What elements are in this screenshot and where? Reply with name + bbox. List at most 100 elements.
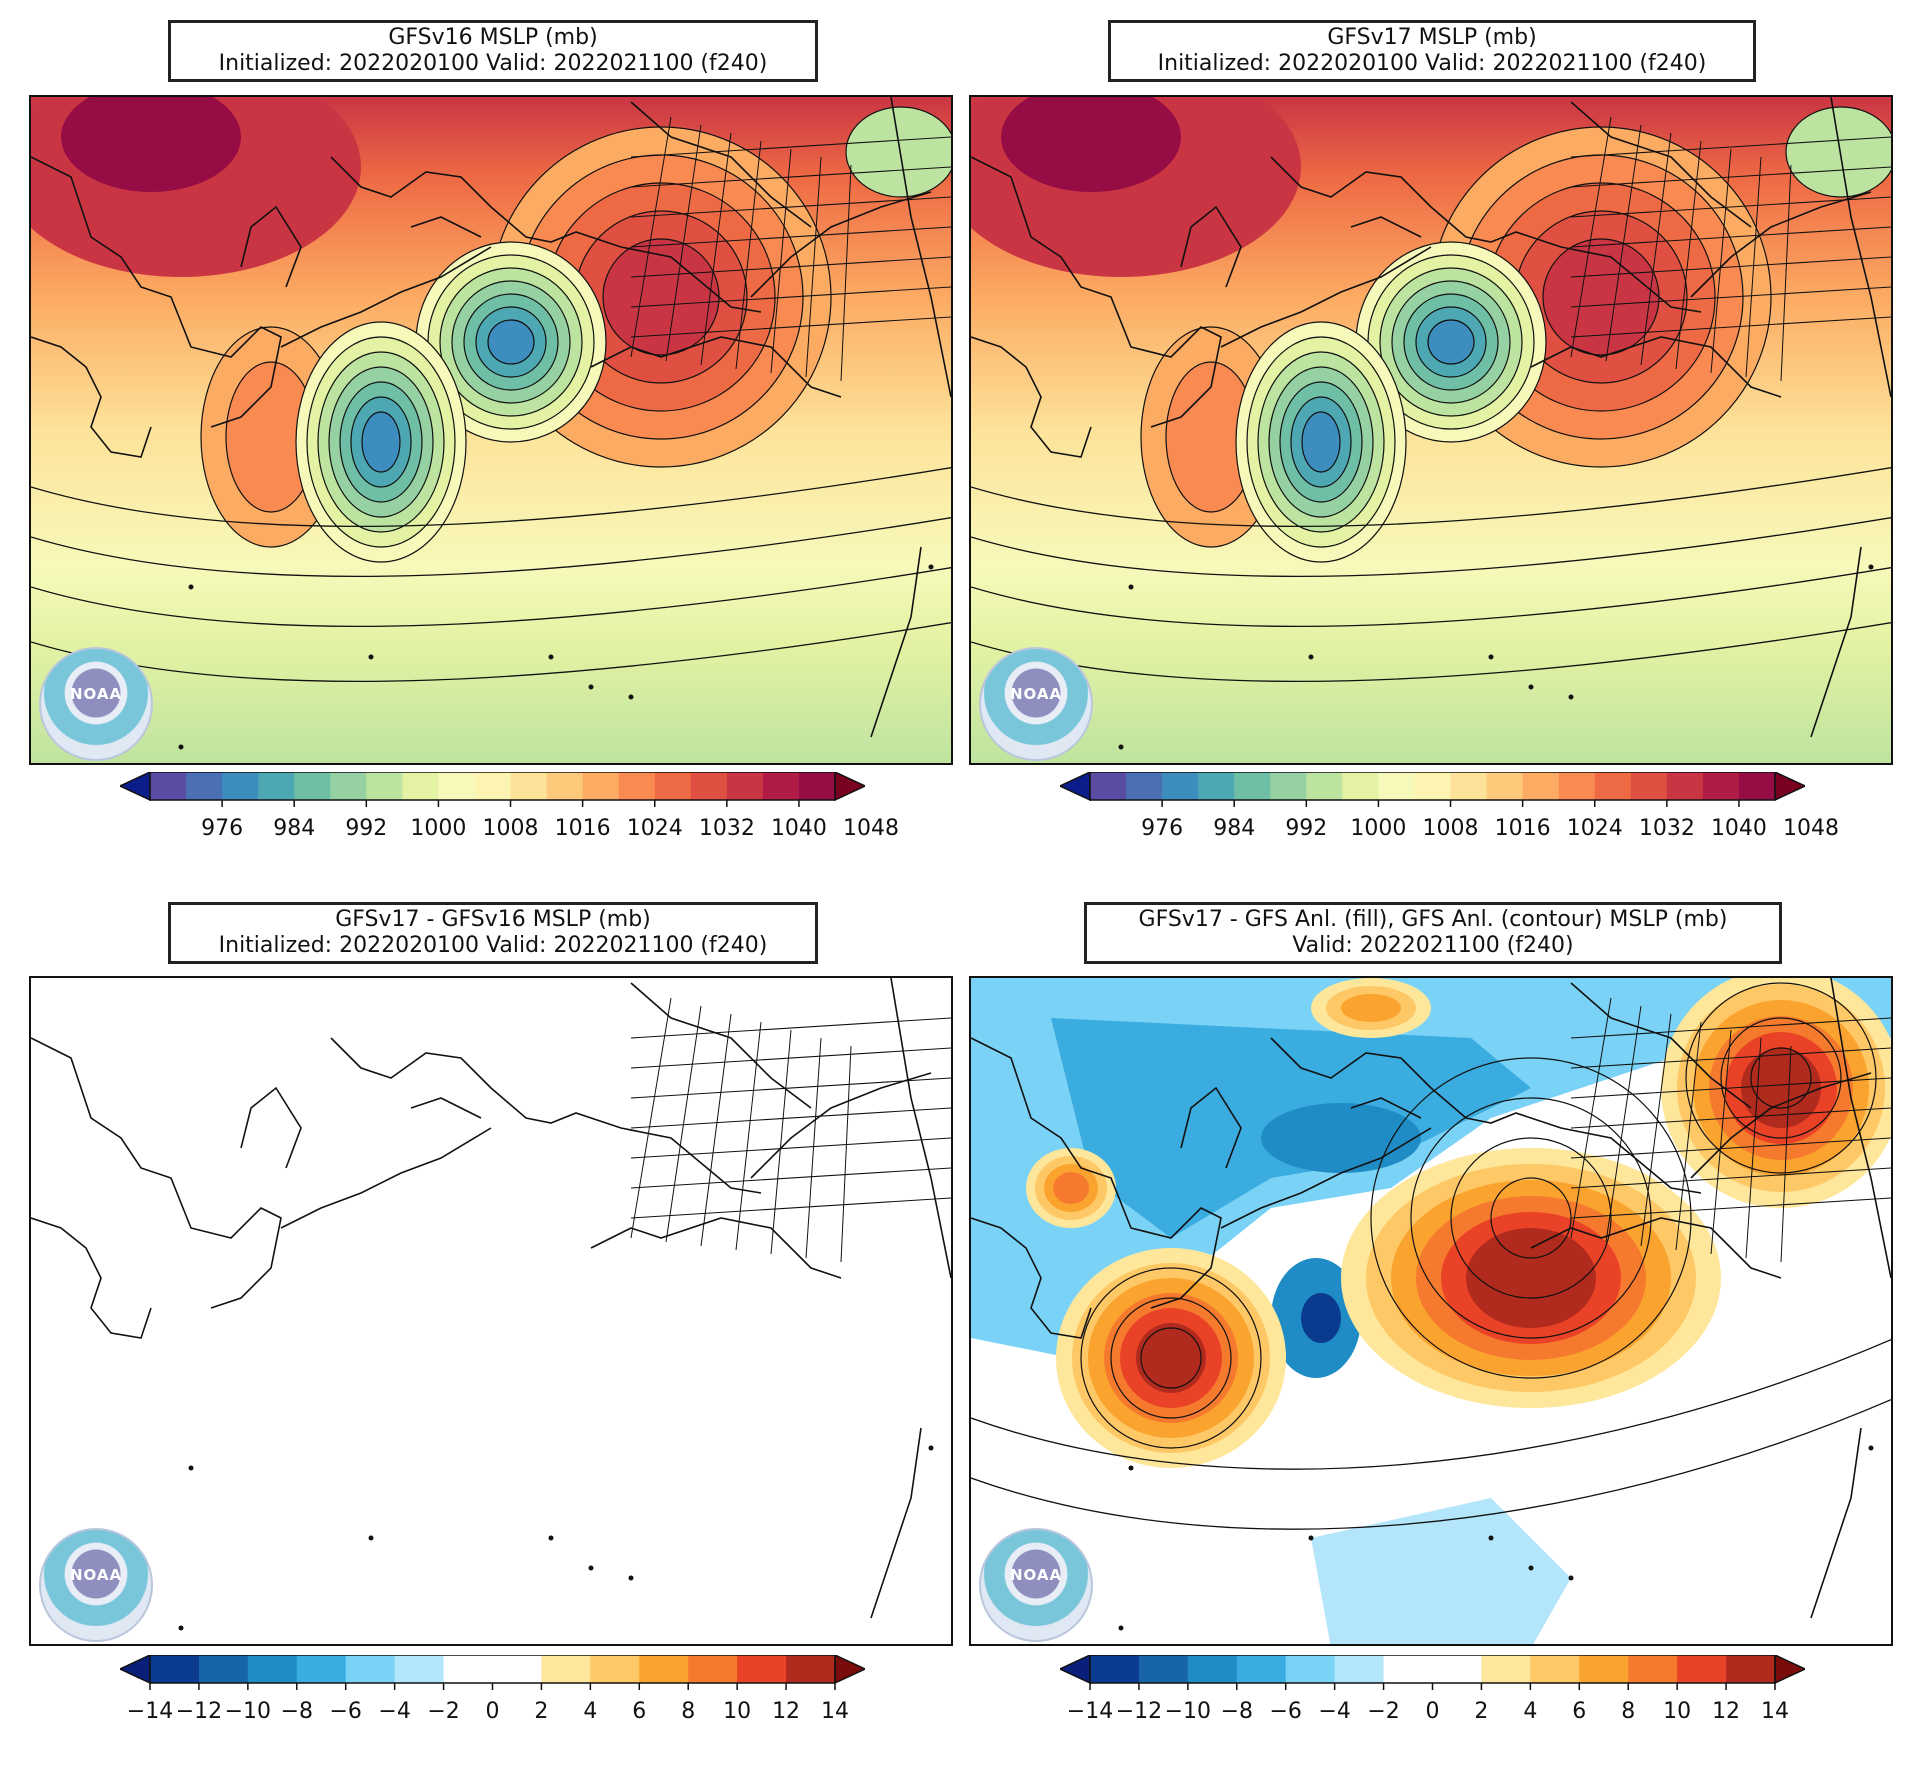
boundary-line (700, 132, 732, 366)
coast-segment (1270, 156, 1702, 313)
island (628, 1575, 634, 1581)
boundary-line (665, 124, 702, 362)
boundary-line (1570, 1107, 1891, 1129)
colorbar-segment (1198, 772, 1235, 800)
coast-segment (971, 1217, 1092, 1339)
low-pressure-contour (487, 319, 535, 365)
coast-segment (750, 1072, 932, 1179)
colorbar-segment (639, 1655, 689, 1683)
low-pressure-contour (1301, 411, 1341, 473)
colorbar-segment (1726, 1655, 1776, 1683)
boundary-line (1675, 1021, 1702, 1251)
coast-segment (1180, 1086, 1242, 1169)
boundary-line (1570, 1137, 1891, 1159)
coast-segment (1810, 1427, 1862, 1619)
colorbar-tick-label: −14 (126, 1699, 174, 1724)
colorbar-segment (798, 772, 836, 800)
boundary-line (1570, 1197, 1891, 1219)
colorbar-tick-label: 0 (1425, 1699, 1440, 1724)
colorbar-segment (1481, 1655, 1531, 1683)
boundary-line (630, 1197, 951, 1219)
colorbar-tick-label: 1032 (1638, 816, 1695, 841)
boundary-line (630, 166, 951, 188)
island (1118, 744, 1124, 750)
colorbar-segment (1450, 772, 1488, 800)
colorbar-min-extension (1058, 1653, 1091, 1685)
colorbar-segment (443, 1655, 493, 1683)
coast-segment (1270, 1037, 1702, 1194)
high-pressure-contour (602, 238, 720, 356)
boundary-line (630, 196, 951, 218)
colorbar-segment (1234, 772, 1271, 800)
island (1118, 1625, 1124, 1631)
boundary-line (1570, 136, 1891, 158)
map-gfsv17-mslp: NOAA (969, 95, 1893, 765)
coast-segment (1690, 191, 1872, 298)
boundary-line (1570, 1017, 1891, 1039)
political-boundaries (1570, 997, 1891, 1263)
colorbar-segment (1126, 772, 1163, 800)
colorbar-segment (1432, 1655, 1482, 1683)
island (1488, 1535, 1494, 1541)
coast-segment (1530, 1217, 1782, 1279)
colorbar-segment (654, 772, 692, 800)
coastlines (971, 97, 1891, 738)
colorbar-tick-label: 1000 (1350, 816, 1407, 841)
noaa-logo-icon: NOAA (979, 1528, 1093, 1642)
boundary-line (1605, 124, 1642, 362)
colorbar-strip (118, 1653, 867, 1690)
boundary-line (630, 1047, 951, 1069)
island (1528, 684, 1534, 690)
colorbar-segment (1486, 772, 1524, 800)
negative-anomaly-core (1301, 1293, 1341, 1343)
boundary-line (630, 256, 951, 278)
boundary-line (630, 136, 951, 158)
coast-segment (280, 246, 492, 348)
boundary-line (1570, 256, 1891, 278)
coastlines (971, 978, 1891, 1619)
colorbar-segment (1630, 772, 1668, 800)
analysis-contour (1720, 1017, 1842, 1139)
boundary-line (630, 997, 672, 1239)
colorbar-min-extension (118, 770, 151, 802)
colorbar-mslp-top-left: 976 984 992 1000 1008 1016 1024 1032 1040 1048 (118, 770, 899, 862)
map-gfsv16-mslp: NOAA (29, 95, 953, 765)
colorbar-tick-label: −8 (280, 1699, 313, 1724)
analysis-contour (971, 1338, 1891, 1470)
colorbar-max-extension (834, 1653, 867, 1685)
low-pressure-contour (845, 106, 951, 198)
boundary-line (735, 1021, 762, 1251)
analysis-contour (1080, 1267, 1262, 1449)
colorbar-segment (1383, 1655, 1433, 1683)
isobar (31, 566, 951, 628)
colorbar-segment (590, 1655, 640, 1683)
colorbar-segment (541, 1655, 591, 1683)
colorbar-segment (1522, 772, 1560, 800)
colorbar-min-extension (118, 1653, 151, 1685)
colorbar-segment (618, 772, 656, 800)
colorbar-segment (366, 772, 403, 800)
colorbar-tick-label: −2 (1367, 1699, 1400, 1724)
colorbar-segment (294, 772, 331, 800)
boundary-line (630, 316, 951, 338)
colorbar-segment (1270, 772, 1307, 800)
boundary-line (630, 1017, 951, 1039)
colorbar-segment (1628, 1655, 1678, 1683)
coast-segment (890, 978, 951, 1279)
island (588, 684, 594, 690)
colorbar-tick-label: −6 (329, 1699, 362, 1724)
negative-anomaly (1311, 1498, 1571, 1644)
colorbar-tick-label: −14 (1066, 1699, 1114, 1724)
colorbar-max-extension (834, 770, 867, 802)
colorbar-segment (762, 772, 800, 800)
colorbar-segment (1090, 772, 1127, 800)
coast-segment (31, 1037, 282, 1309)
colorbar-segment (1090, 1655, 1140, 1683)
colorbar-tick-label: 10 (1663, 1699, 1692, 1724)
colorbar-tick-label: 976 (201, 816, 244, 841)
mslp-field (31, 97, 951, 763)
colorbar-segment (1285, 1655, 1336, 1683)
island (928, 1445, 934, 1451)
colorbar-tick-label: −10 (224, 1699, 272, 1724)
boundary-line (840, 1045, 852, 1263)
